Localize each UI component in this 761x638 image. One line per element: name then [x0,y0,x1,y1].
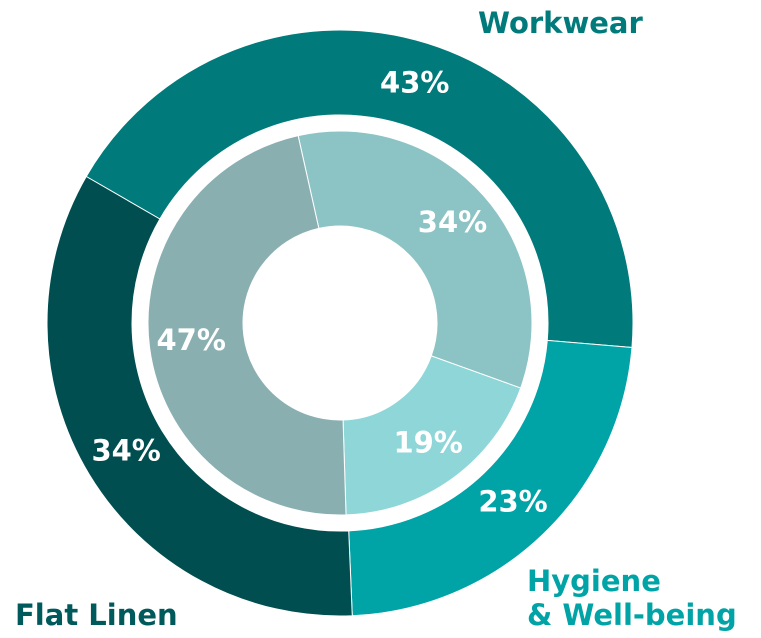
category-label: Workwear [478,6,643,40]
value-label: 43% [380,65,449,99]
value-label: 34% [418,205,487,239]
value-label: 47% [156,323,225,357]
category-label: Hygiene & Well-being [527,564,737,632]
category-label: Flat Linen [15,598,178,632]
donut-segment [297,130,533,389]
value-label: 34% [91,434,160,468]
donut-segment [46,175,353,617]
donut-segment [85,29,634,349]
value-label: 23% [478,484,547,518]
donut-segment [147,135,347,516]
donut-segment [342,355,522,516]
value-label: 19% [393,425,462,459]
